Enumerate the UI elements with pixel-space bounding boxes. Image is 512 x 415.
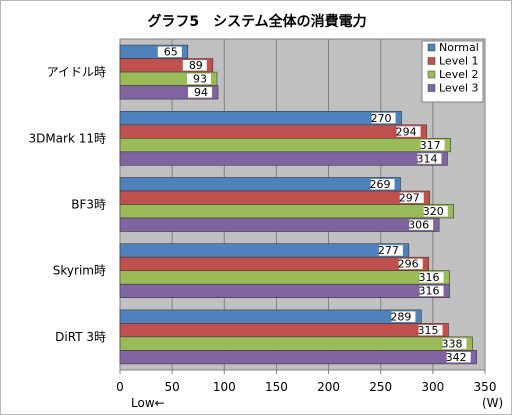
data-label-bg	[370, 179, 395, 190]
bar	[119, 323, 449, 338]
data-label: 320	[423, 205, 444, 218]
category-label: アイドル時	[47, 65, 106, 79]
bar	[119, 177, 401, 192]
data-label: 342	[446, 351, 467, 364]
bar	[119, 309, 422, 324]
data-label: 338	[441, 337, 462, 350]
bar	[119, 204, 455, 219]
category-label: Skyrim時	[53, 264, 106, 278]
data-label-bg	[419, 285, 444, 297]
legend-swatch	[427, 57, 436, 65]
data-label-bg	[419, 272, 444, 283]
x-tick-label: 150	[265, 380, 288, 394]
bar	[119, 151, 448, 166]
data-label: 316	[419, 285, 440, 298]
data-label-bg	[409, 219, 434, 230]
data-label-bg	[398, 258, 423, 270]
data-label-bg	[391, 311, 416, 322]
legend-swatch	[427, 84, 436, 92]
data-label-bg	[442, 338, 467, 349]
data-label: 314	[416, 152, 437, 165]
data-label: 65	[164, 46, 178, 59]
bar	[119, 111, 402, 126]
x-tick-label: 0	[116, 380, 124, 394]
bar	[119, 243, 410, 258]
bar	[119, 270, 450, 285]
data-label: 89	[189, 59, 203, 72]
data-label-bg	[423, 206, 448, 217]
data-label: 317	[420, 139, 441, 152]
data-label-bg	[371, 112, 396, 124]
data-label: 94	[194, 86, 208, 99]
bar	[119, 283, 450, 299]
x-tick-labels: 0 50 100 150 200 250 300 350	[116, 380, 496, 394]
data-label: 289	[390, 310, 411, 323]
data-label-bg	[186, 73, 211, 85]
category-label: 3DMark 11時	[28, 131, 106, 145]
data-labels: 6589939427029431731426929732030627729631…	[157, 46, 471, 364]
legend-swatch	[427, 43, 436, 52]
bar	[119, 350, 477, 365]
legend-label: Level 3	[439, 82, 479, 95]
bar	[119, 138, 451, 153]
x-tick-label: 50	[165, 380, 180, 394]
data-label: 269	[370, 178, 391, 191]
data-label: 277	[378, 244, 399, 257]
x-tick-label: 100	[213, 380, 236, 394]
bar	[119, 124, 427, 139]
data-label-bg	[420, 139, 445, 151]
legend-label: Normal	[439, 41, 479, 54]
data-label-bg	[188, 87, 213, 98]
legend-label: Level 1	[439, 55, 479, 68]
data-label-bg	[157, 46, 182, 58]
x-tick-label: 200	[317, 380, 340, 394]
x-axis-low-note: Low←	[131, 396, 165, 410]
bar	[119, 336, 473, 351]
legend-swatch	[427, 70, 436, 79]
bar	[119, 190, 431, 205]
data-label: 270	[371, 112, 392, 125]
data-label: 315	[418, 324, 439, 337]
data-label-bg	[418, 324, 443, 336]
chart-title: グラフ5 システム全体の消費電力	[147, 13, 366, 30]
legend-label: Level 2	[439, 68, 479, 81]
data-label-bg	[396, 126, 421, 137]
data-label-bg	[417, 153, 442, 164]
data-label: 294	[396, 125, 417, 138]
bar	[119, 217, 440, 232]
data-label: 316	[419, 271, 440, 284]
data-label: 297	[399, 192, 420, 205]
data-label: 296	[398, 258, 419, 271]
data-label-bg	[182, 60, 207, 71]
x-axis-unit: (W)	[482, 396, 503, 410]
category-labels: アイドル時 3DMark 11時 BF3時 Skyrim時 DiRT 3時	[28, 65, 106, 344]
data-label: 306	[408, 219, 429, 232]
data-label-bg	[446, 351, 471, 363]
x-tick-label: 350	[474, 380, 497, 394]
bar	[119, 256, 429, 272]
data-label-bg	[378, 245, 403, 256]
data-label-bg	[399, 192, 424, 203]
data-label: 93	[193, 73, 207, 86]
category-label: DiRT 3時	[55, 330, 106, 344]
x-tick-label: 250	[369, 380, 392, 394]
x-tick-label: 300	[421, 380, 444, 394]
category-label: BF3時	[71, 198, 106, 212]
